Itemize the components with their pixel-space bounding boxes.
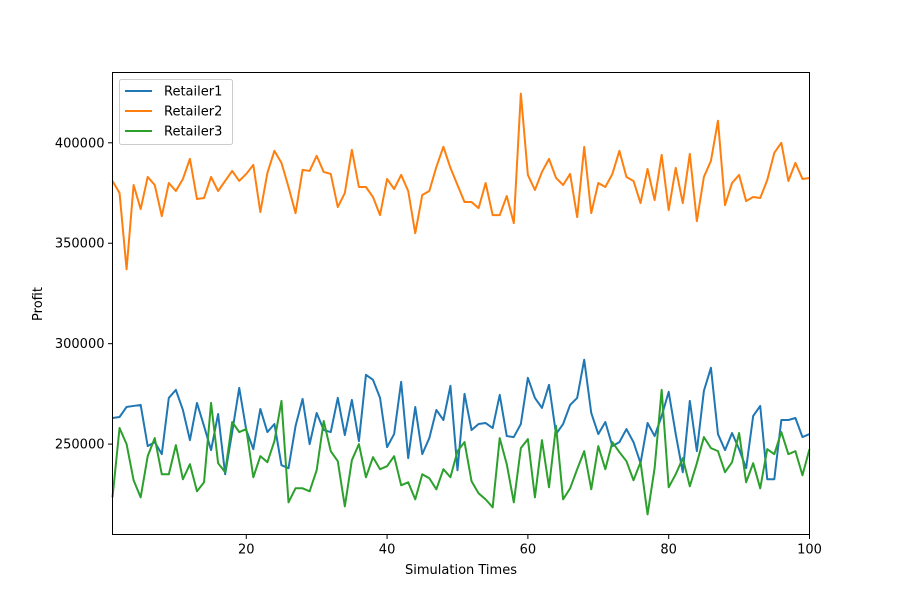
legend-label-retailer2: Retailer2	[164, 105, 222, 120]
series-line-retailer3	[111, 388, 811, 516]
legend-box	[119, 79, 233, 145]
series-line-retailer2	[111, 92, 810, 271]
y-tick-label: 250000	[55, 438, 105, 453]
legend: Retailer1 Retailer2 Retailer3	[119, 79, 233, 145]
axes	[112, 72, 810, 535]
x-tick-label: 40	[379, 543, 396, 558]
legend-label-retailer1: Retailer1	[164, 85, 222, 100]
y-tick-label: 300000	[55, 337, 105, 352]
x-tick-label: 60	[520, 543, 537, 558]
y-axis-ticks: 250000 300000 350000 400000	[55, 136, 113, 453]
x-axis-label: Simulation Times	[405, 563, 517, 578]
y-tick-label: 350000	[55, 237, 105, 252]
x-tick-label: 20	[238, 543, 255, 558]
plot-frame	[112, 72, 810, 535]
y-axis-label: Profit	[31, 287, 46, 321]
legend-label-retailer3: Retailer3	[164, 125, 222, 140]
plot-lines	[111, 92, 811, 516]
x-tick-label: 100	[797, 543, 822, 558]
x-tick-label: 80	[660, 543, 677, 558]
x-axis-ticks: 20 40 60 80 100	[238, 534, 822, 558]
y-tick-label: 400000	[55, 136, 105, 151]
